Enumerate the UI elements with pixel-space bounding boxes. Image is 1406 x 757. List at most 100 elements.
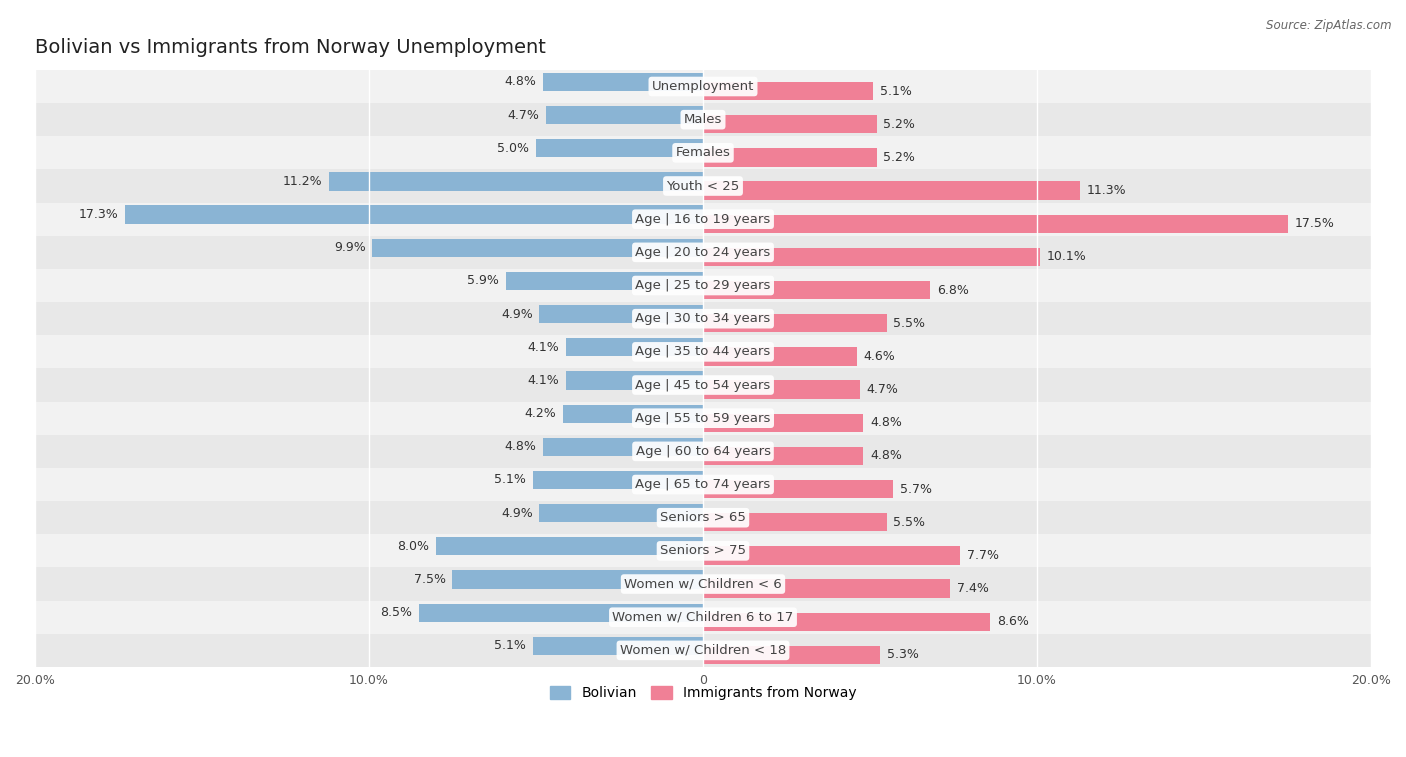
Bar <box>35 534 1371 568</box>
Legend: Bolivian, Immigrants from Norway: Bolivian, Immigrants from Norway <box>544 681 862 706</box>
Bar <box>453 570 703 589</box>
Text: Age | 65 to 74 years: Age | 65 to 74 years <box>636 478 770 491</box>
Bar <box>543 73 703 91</box>
Bar <box>703 513 887 531</box>
Bar <box>35 269 1371 302</box>
Bar <box>536 139 703 157</box>
Bar <box>35 70 1371 103</box>
Text: 9.9%: 9.9% <box>333 241 366 254</box>
Text: Bolivian vs Immigrants from Norway Unemployment: Bolivian vs Immigrants from Norway Unemp… <box>35 38 546 57</box>
Text: 17.5%: 17.5% <box>1295 217 1334 230</box>
Bar <box>703 281 931 299</box>
Text: 8.0%: 8.0% <box>396 540 429 553</box>
Bar <box>543 438 703 456</box>
Bar <box>703 413 863 432</box>
Text: 4.7%: 4.7% <box>508 108 540 122</box>
Text: Age | 60 to 64 years: Age | 60 to 64 years <box>636 445 770 458</box>
Text: Seniors > 75: Seniors > 75 <box>659 544 747 557</box>
Text: 5.1%: 5.1% <box>494 640 526 653</box>
Text: 8.6%: 8.6% <box>997 615 1029 628</box>
Bar <box>533 637 703 655</box>
Text: 5.7%: 5.7% <box>900 483 932 496</box>
Bar <box>703 248 1040 266</box>
Bar <box>562 404 703 422</box>
Bar <box>703 182 1080 200</box>
Text: 17.3%: 17.3% <box>79 208 118 221</box>
Bar <box>703 347 856 366</box>
Text: 11.3%: 11.3% <box>1087 184 1126 197</box>
Bar <box>35 203 1371 235</box>
Text: 5.5%: 5.5% <box>893 316 925 330</box>
Bar <box>703 115 877 133</box>
Bar <box>125 205 703 224</box>
Bar <box>35 369 1371 402</box>
Text: Source: ZipAtlas.com: Source: ZipAtlas.com <box>1267 19 1392 32</box>
Bar <box>506 272 703 290</box>
Bar <box>540 305 703 323</box>
Text: Age | 20 to 24 years: Age | 20 to 24 years <box>636 246 770 259</box>
Bar <box>35 136 1371 170</box>
Text: 7.4%: 7.4% <box>957 582 988 595</box>
Text: Youth < 25: Youth < 25 <box>666 179 740 192</box>
Bar <box>567 372 703 390</box>
Text: 4.8%: 4.8% <box>870 416 901 429</box>
Bar <box>703 82 873 100</box>
Text: Women w/ Children < 18: Women w/ Children < 18 <box>620 644 786 657</box>
Bar <box>703 447 863 465</box>
Bar <box>703 215 1288 233</box>
Bar <box>35 600 1371 634</box>
Bar <box>35 170 1371 203</box>
Bar <box>35 235 1371 269</box>
Bar <box>35 468 1371 501</box>
Text: Age | 45 to 54 years: Age | 45 to 54 years <box>636 378 770 391</box>
Bar <box>373 238 703 257</box>
Bar <box>546 106 703 124</box>
Bar <box>35 302 1371 335</box>
Text: 5.1%: 5.1% <box>880 85 912 98</box>
Bar <box>35 335 1371 369</box>
Text: 5.1%: 5.1% <box>494 473 526 487</box>
Text: 5.2%: 5.2% <box>883 151 915 164</box>
Bar <box>703 646 880 664</box>
Text: 4.9%: 4.9% <box>501 307 533 321</box>
Text: 8.5%: 8.5% <box>381 606 412 619</box>
Bar <box>703 314 887 332</box>
Text: Age | 30 to 34 years: Age | 30 to 34 years <box>636 312 770 326</box>
Text: Females: Females <box>675 146 731 159</box>
Text: Age | 35 to 44 years: Age | 35 to 44 years <box>636 345 770 358</box>
Text: 4.8%: 4.8% <box>870 450 901 463</box>
Text: Women w/ Children 6 to 17: Women w/ Children 6 to 17 <box>613 611 793 624</box>
Text: 4.1%: 4.1% <box>527 374 560 387</box>
Text: Age | 16 to 19 years: Age | 16 to 19 years <box>636 213 770 226</box>
Text: 7.7%: 7.7% <box>967 549 998 562</box>
Text: 11.2%: 11.2% <box>283 175 322 188</box>
Bar <box>703 381 860 399</box>
Bar <box>35 435 1371 468</box>
Bar <box>35 103 1371 136</box>
Bar <box>703 148 877 167</box>
Text: 4.7%: 4.7% <box>866 383 898 396</box>
Bar <box>35 568 1371 600</box>
Text: Seniors > 65: Seniors > 65 <box>659 511 747 524</box>
Bar <box>35 634 1371 667</box>
Text: 5.3%: 5.3% <box>887 649 918 662</box>
Text: Women w/ Children < 6: Women w/ Children < 6 <box>624 578 782 590</box>
Bar <box>35 402 1371 435</box>
Text: 4.9%: 4.9% <box>501 506 533 519</box>
Bar <box>419 603 703 621</box>
Bar <box>35 501 1371 534</box>
Bar <box>329 173 703 191</box>
Bar <box>436 537 703 556</box>
Text: Age | 25 to 29 years: Age | 25 to 29 years <box>636 279 770 292</box>
Bar <box>540 504 703 522</box>
Text: 5.5%: 5.5% <box>893 516 925 529</box>
Text: 10.1%: 10.1% <box>1047 251 1087 263</box>
Text: 5.2%: 5.2% <box>883 118 915 131</box>
Bar <box>567 338 703 357</box>
Text: 7.5%: 7.5% <box>413 573 446 586</box>
Bar <box>703 612 990 631</box>
Text: Unemployment: Unemployment <box>652 80 754 93</box>
Text: Age | 55 to 59 years: Age | 55 to 59 years <box>636 412 770 425</box>
Text: 6.8%: 6.8% <box>936 284 969 297</box>
Bar <box>533 471 703 489</box>
